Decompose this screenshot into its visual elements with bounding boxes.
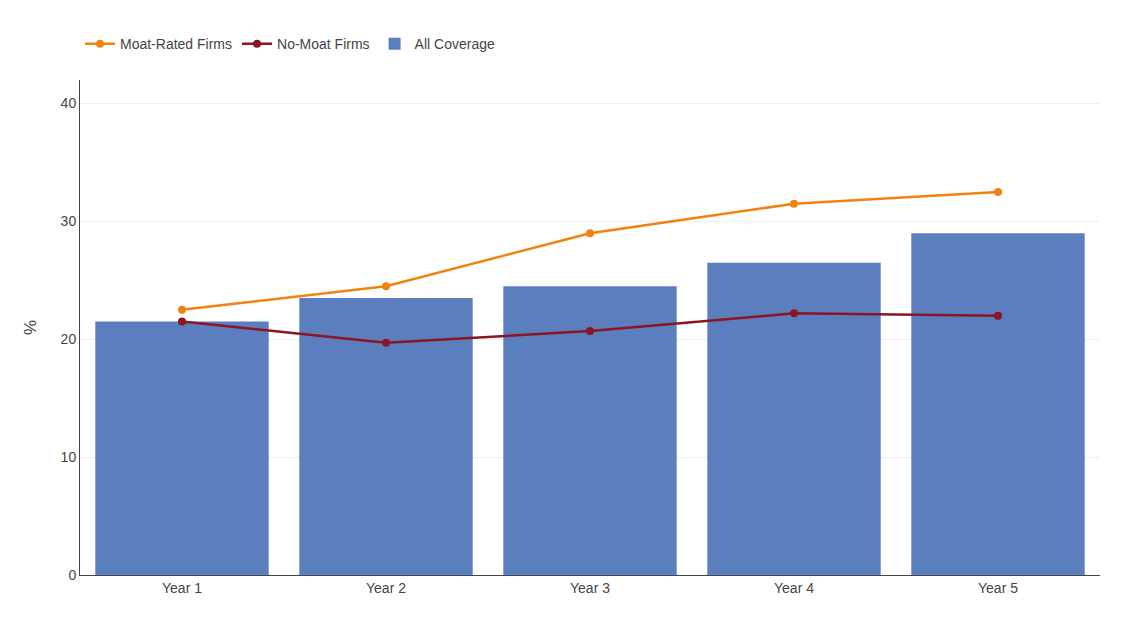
svg-text:0: 0 xyxy=(68,567,76,583)
svg-text:40: 40 xyxy=(61,95,77,111)
svg-text:Year 1: Year 1 xyxy=(162,580,202,596)
svg-text:10: 10 xyxy=(61,449,77,465)
svg-text:Moat-Rated Firms: Moat-Rated Firms xyxy=(120,36,232,52)
svg-text:Year 4: Year 4 xyxy=(774,580,814,596)
svg-text:30: 30 xyxy=(61,213,77,229)
svg-text:Year 5: Year 5 xyxy=(978,580,1018,596)
svg-text:All Coverage: All Coverage xyxy=(415,36,495,52)
svg-text:No-Moat Firms: No-Moat Firms xyxy=(277,36,370,52)
svg-text:Year 3: Year 3 xyxy=(570,580,610,596)
svg-text:%: % xyxy=(21,320,40,335)
svg-text:Year 2: Year 2 xyxy=(366,580,406,596)
svg-text:20: 20 xyxy=(61,331,77,347)
